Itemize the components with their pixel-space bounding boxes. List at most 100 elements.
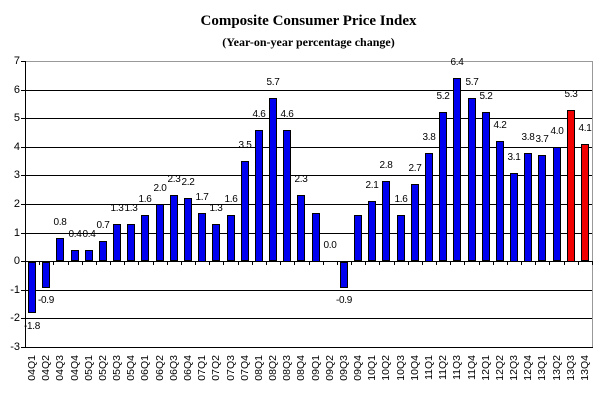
category-tick	[309, 261, 310, 265]
bar-value-label: 0.0	[323, 240, 337, 251]
bar-value-label: 2.3	[167, 174, 181, 185]
plot-border-right	[592, 61, 593, 347]
x-axis-tick-label: 13Q4	[579, 355, 591, 381]
category-tick	[138, 261, 139, 265]
bar-value-label: 4.2	[493, 120, 507, 131]
x-axis-tick-label: 12Q2	[494, 355, 506, 381]
category-tick	[450, 261, 451, 265]
x-axis-tick-label: 04Q2	[40, 355, 52, 381]
y-axis-tick	[21, 204, 25, 205]
category-tick	[365, 261, 366, 265]
category-tick	[351, 261, 352, 265]
bar	[468, 98, 476, 261]
x-axis-tick-label: 12Q4	[522, 355, 534, 381]
bar-value-label: 0.8	[53, 217, 67, 228]
bar	[439, 112, 447, 261]
bar	[312, 213, 320, 262]
gridline	[25, 204, 592, 205]
x-axis-tick-label: 07Q1	[196, 355, 208, 381]
gridline	[25, 147, 592, 148]
category-tick	[96, 261, 97, 265]
bar	[56, 238, 64, 261]
category-tick	[564, 261, 565, 265]
category-tick	[507, 261, 508, 265]
bar	[524, 153, 532, 262]
y-axis-tick-label: -2	[10, 312, 20, 324]
y-axis-tick	[21, 90, 25, 91]
bar-value-label: 3.7	[535, 134, 549, 145]
bar	[425, 153, 433, 262]
bar	[453, 78, 461, 261]
bar	[382, 181, 390, 261]
bar	[184, 198, 192, 261]
category-tick	[337, 261, 338, 265]
bar	[354, 215, 362, 261]
bar-value-label: 2.1	[365, 180, 379, 191]
y-axis-tick	[21, 118, 25, 119]
bar-value-label: -1.8	[23, 321, 41, 332]
x-axis-tick-label: 09Q2	[324, 355, 336, 381]
bar-value-label: 4.6	[280, 109, 294, 120]
bar-value-label: 5.3	[564, 89, 578, 100]
bar-value-label: 3.8	[521, 132, 535, 143]
y-axis-tick-label: -3	[10, 341, 20, 353]
bar-value-label: 5.7	[266, 77, 280, 88]
bar-value-label: 1.7	[195, 192, 209, 203]
bar-value-label: 0.4	[82, 229, 96, 240]
bar	[368, 201, 376, 261]
x-axis-tick-label: 06Q3	[168, 355, 180, 381]
y-axis-line	[25, 61, 26, 348]
y-axis-tick	[21, 347, 25, 348]
category-tick	[266, 261, 267, 265]
x-axis-tick-label: 04Q4	[69, 355, 81, 381]
bar-value-label: 3.8	[422, 132, 436, 143]
category-tick	[181, 261, 182, 265]
x-axis-tick-label: 07Q3	[225, 355, 237, 381]
bar-value-label: 5.7	[465, 77, 479, 88]
bar-value-label: 4.0	[550, 126, 564, 137]
bar	[241, 161, 249, 261]
category-tick	[408, 261, 409, 265]
x-axis-tick-label: 09Q3	[338, 355, 350, 381]
category-tick	[124, 261, 125, 265]
chart-subtitle: (Year-on-year percentage change)	[222, 35, 395, 49]
x-axis-tick-label: 07Q4	[239, 355, 251, 381]
gridline	[25, 175, 592, 176]
bar	[85, 250, 93, 261]
x-axis-tick-label: 09Q4	[352, 355, 364, 381]
bar	[510, 173, 518, 262]
bar	[170, 195, 178, 261]
bar	[283, 130, 291, 262]
gridline	[25, 90, 592, 91]
bar	[581, 144, 589, 261]
bar	[141, 215, 149, 261]
x-axis-tick-label: 10Q2	[380, 355, 392, 381]
category-tick	[394, 261, 395, 265]
bar-value-label: 3.5	[238, 140, 252, 151]
x-axis-tick-label: 04Q3	[54, 355, 66, 381]
x-axis-tick-label: 13Q3	[565, 355, 577, 381]
category-tick	[167, 261, 168, 265]
bar	[269, 98, 277, 261]
x-axis-tick-label: 09Q1	[310, 355, 322, 381]
plot-border-top	[25, 61, 592, 62]
bar-value-label: 1.3	[209, 203, 223, 214]
x-axis-tick-label: 11Q4	[466, 355, 478, 380]
bar-value-label: 5.2	[436, 91, 450, 102]
category-tick	[323, 261, 324, 265]
bar	[411, 184, 419, 261]
x-axis-tick-label: 06Q4	[182, 355, 194, 381]
bar	[553, 147, 561, 261]
y-axis-tick-label: 1	[13, 227, 20, 239]
bar	[42, 262, 50, 288]
bar	[496, 141, 504, 261]
y-axis-tick	[21, 233, 25, 234]
y-axis-tick-label: 2	[13, 198, 20, 210]
y-axis-tick-label: 3	[13, 169, 20, 181]
bar	[156, 204, 164, 261]
bar	[71, 250, 79, 261]
category-tick	[294, 261, 295, 265]
y-axis-tick-label: 4	[13, 141, 20, 153]
gridline	[25, 118, 592, 119]
